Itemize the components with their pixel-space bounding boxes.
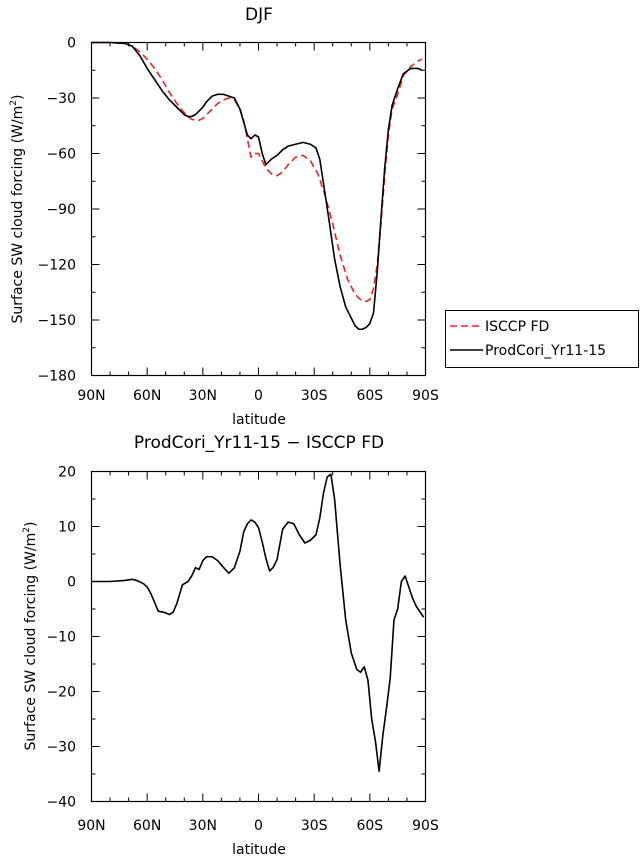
- y-tick-label: 0: [67, 36, 76, 52]
- y-tick-label: −180: [38, 369, 76, 385]
- legend: ISCCP FD ProdCori_Yr11-15: [445, 310, 639, 368]
- legend-box: [445, 310, 639, 368]
- series-lines: [91, 41, 423, 331]
- series-lines: [91, 473, 425, 773]
- series-line-prodcori-yr11-15: [91, 41, 423, 331]
- y-tick-label: −120: [38, 258, 76, 274]
- y-tick-label: 20: [58, 465, 76, 481]
- x-tick-label: 60S: [356, 388, 383, 404]
- x-axis-label: latitude: [232, 842, 286, 858]
- y-tick-label: −30: [46, 91, 76, 107]
- y-tick-label: −10: [46, 630, 76, 646]
- x-tick-label: 30N: [189, 818, 217, 834]
- plot-frame: [90, 41, 427, 377]
- chart-bottom-difference: ProdCori_Yr11-15 − ISCCP FD 90N 60N 30N 0 30…: [22, 433, 439, 858]
- y-axis-label: Surface SW cloud forcing (W/m2): [9, 95, 26, 324]
- legend-label-prodcori: ProdCori_Yr11-15: [485, 343, 606, 359]
- y-tick-label: −20: [46, 685, 76, 701]
- x-axis-label: latitude: [232, 412, 286, 428]
- x-tick-label: 90N: [77, 818, 105, 834]
- y-tick-label: 0: [67, 575, 76, 591]
- x-axis-ticks: 90N 60N 30N 0 30S 60S 90S: [77, 42, 439, 404]
- series-line-isccp-fd: [91, 41, 423, 303]
- x-tick-label: 60N: [133, 818, 161, 834]
- x-tick-label: 0: [254, 388, 263, 404]
- chart-title: ProdCori_Yr11-15 − ISCCP FD: [134, 433, 384, 453]
- x-tick-label: 90S: [412, 388, 439, 404]
- x-tick-label: 0: [254, 818, 263, 834]
- x-tick-label: 30N: [189, 388, 217, 404]
- x-tick-label: 30S: [301, 388, 328, 404]
- y-tick-label: −150: [38, 313, 76, 329]
- y-tick-label: −30: [46, 740, 76, 756]
- y-tick-label: −90: [46, 202, 76, 218]
- chart-title: DJF: [245, 5, 273, 25]
- series-line-difference: [91, 473, 425, 773]
- y-axis-label: Surface SW cloud forcing (W/m2): [22, 522, 39, 751]
- x-tick-label: 30S: [301, 818, 328, 834]
- chart-top-djf: DJF 90N 60N 30N 0 30S 60S 90S 0 −30 −60 −90 −120 −1…: [9, 5, 639, 428]
- x-tick-label: 90N: [77, 388, 105, 404]
- y-tick-label: −60: [46, 147, 76, 163]
- x-tick-label: 60N: [133, 388, 161, 404]
- plot-frame: [90, 470, 427, 803]
- x-tick-label: 60S: [356, 818, 383, 834]
- y-tick-label: −40: [46, 795, 76, 811]
- x-tick-label: 90S: [412, 818, 439, 834]
- y-axis-ticks: 0 −30 −60 −90 −120 −150 −180: [38, 36, 426, 385]
- legend-label-isccp-fd: ISCCP FD: [485, 319, 549, 335]
- x-axis-ticks: 90N 60N 30N 0 30S 60S 90S: [77, 471, 439, 834]
- y-axis-ticks: 20 10 0 −10 −20 −30 −40: [46, 465, 426, 811]
- y-tick-label: 10: [58, 520, 76, 536]
